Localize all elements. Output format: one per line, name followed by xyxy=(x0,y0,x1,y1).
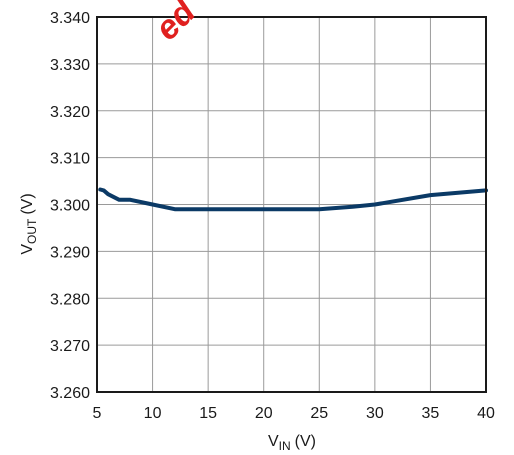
x-tick-labels: 5 10 15 20 25 30 35 40 xyxy=(93,405,495,422)
x-axis-label: VIN (V) xyxy=(268,433,316,453)
y-tick-labels: 3.260 3.270 3.280 3.290 3.300 3.310 3.320 3.330… xyxy=(50,10,90,402)
x-tick-label: 30 xyxy=(366,405,384,422)
y-tick-label: 3.300 xyxy=(50,198,90,215)
y-tick-label: 3.310 xyxy=(50,151,90,168)
y-tick-label: 3.290 xyxy=(50,244,90,261)
x-tick-label: 35 xyxy=(422,405,440,422)
x-tick-label: 10 xyxy=(144,405,162,422)
vout-series-line xyxy=(98,187,488,212)
x-axis-label-subscript: IN xyxy=(279,439,291,453)
y-tick-label: 3.340 xyxy=(50,10,90,27)
y-tick-label: 3.280 xyxy=(50,291,90,308)
x-tick-label: 40 xyxy=(477,405,495,422)
watermark: ed xyxy=(148,0,204,48)
y-tick-label: 3.330 xyxy=(50,57,90,74)
y-axis-label: VOUT (V) xyxy=(19,193,39,254)
y-axis-label-main: V xyxy=(19,244,36,255)
x-axis-label-main: V xyxy=(268,433,279,450)
y-tick-label: 3.320 xyxy=(50,104,90,121)
x-tick-label: 25 xyxy=(310,405,328,422)
y-axis-label-unit: (V) xyxy=(19,193,36,214)
x-axis-label-unit: (V) xyxy=(295,433,316,450)
y-axis-label-subscript: OUT xyxy=(25,218,39,244)
x-tick-label: 15 xyxy=(199,405,217,422)
x-tick-label: 20 xyxy=(255,405,273,422)
series-layer xyxy=(98,187,488,212)
y-tick-label: 3.260 xyxy=(50,385,90,402)
x-tick-label: 5 xyxy=(93,405,102,422)
y-tick-label: 3.270 xyxy=(50,338,90,355)
plot-frame xyxy=(96,16,487,393)
